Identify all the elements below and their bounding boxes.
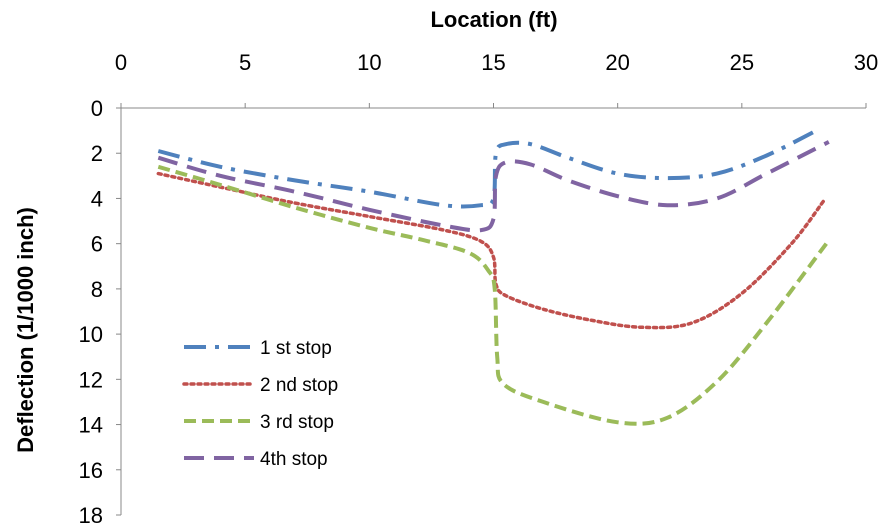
x-tick-label: 5: [239, 50, 251, 75]
series-line-4th-stop: [157, 140, 830, 233]
y-tick-label: 10: [79, 322, 103, 347]
y-tick-label: 2: [91, 141, 103, 166]
y-tick-label: 8: [91, 277, 103, 302]
x-axis-title: Location (ft): [430, 7, 557, 32]
series-line-2-nd-stop: [156, 171, 826, 330]
x-tick-label: 25: [730, 50, 754, 75]
legend-label-4th-stop: 4th stop: [260, 449, 328, 470]
y-tick-label: 16: [79, 458, 103, 483]
y-tick-label: 18: [79, 503, 103, 528]
series-line-1-st-stop: [157, 128, 818, 209]
plot-area: 0 5 10 15 20 25 30 0 2 4 6 8 10 12 14 16 18 1 st stop 2 nd…: [79, 50, 879, 528]
y-tick-label: 6: [91, 232, 103, 257]
y-tick-label: 0: [91, 96, 103, 121]
y-tick-label: 12: [79, 367, 103, 392]
x-tick-label: 10: [357, 50, 381, 75]
series-line-3-rd-stop: [157, 164, 828, 426]
x-tick-label: 20: [605, 50, 629, 75]
legend-label-1-st-stop: 1 st stop: [260, 338, 332, 359]
x-tick-label: 0: [115, 50, 127, 75]
legend-label-2-nd-stop: 2 nd stop: [260, 375, 338, 396]
x-tick-label: 30: [854, 50, 878, 75]
legend-label-3-rd-stop: 3 rd stop: [260, 412, 334, 433]
x-tick-label: 15: [481, 50, 505, 75]
y-tick-label: 4: [91, 186, 103, 211]
y-tick-label: 14: [79, 413, 103, 438]
y-axis-title: Deflection (1/1000 inch): [13, 207, 38, 453]
